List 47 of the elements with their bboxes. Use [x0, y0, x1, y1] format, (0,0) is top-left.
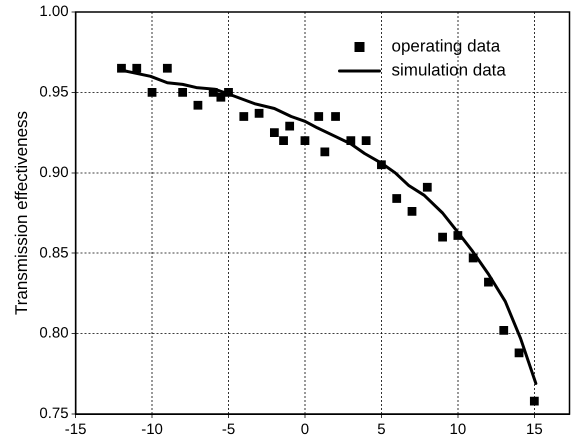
point: [514, 348, 524, 358]
y-tick-label: 0.80: [39, 324, 69, 342]
y-tick-label: 0.75: [39, 405, 69, 422]
point: [331, 112, 340, 121]
point: [530, 396, 539, 406]
x-tick-label: 15: [526, 421, 543, 438]
x-tick-label: 0: [300, 421, 310, 438]
point: [285, 122, 294, 131]
point: [408, 207, 416, 216]
y-tick-label: 1.00: [39, 3, 69, 20]
point: [279, 136, 288, 146]
point: [239, 112, 248, 121]
point: [216, 92, 226, 102]
point: [178, 88, 188, 97]
point: [499, 326, 508, 335]
point: [314, 112, 324, 121]
y-tick-label: 0.95: [39, 84, 69, 101]
point: [362, 136, 371, 146]
x-tick-label: -15: [64, 421, 86, 438]
point: [132, 64, 142, 73]
point: [224, 88, 233, 97]
point: [346, 136, 356, 146]
point: [422, 182, 432, 192]
point: [320, 148, 330, 156]
point: [270, 128, 279, 137]
point: [194, 100, 202, 110]
point: [392, 194, 402, 203]
point: [468, 254, 478, 262]
point: [377, 160, 386, 170]
point: [208, 88, 218, 97]
point: [148, 88, 156, 97]
point: [162, 64, 172, 73]
point: [117, 64, 126, 73]
y-tick-label: 0.90: [39, 164, 69, 181]
x-tick-label: 10: [450, 421, 466, 438]
y-tick-label: 0.85: [39, 244, 69, 262]
point: [484, 278, 493, 287]
legend-label: simulation data: [392, 60, 506, 80]
x-tick-label: -5: [222, 421, 236, 438]
y-axis-title: Transmission effectiveness: [12, 110, 31, 316]
x-tick-label: 5: [377, 421, 386, 438]
x-tick-label: -10: [141, 421, 163, 438]
point: [438, 232, 447, 242]
legend-label: operating data: [392, 36, 501, 56]
point: [453, 231, 462, 240]
point: [300, 136, 310, 146]
point: [254, 108, 264, 118]
